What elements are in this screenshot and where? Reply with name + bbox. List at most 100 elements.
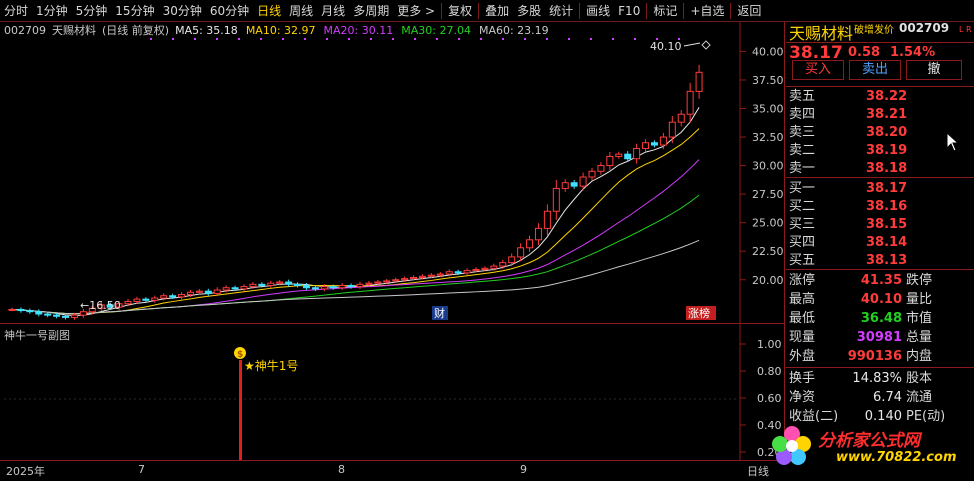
bid-row[interactable]: 买五 38.13 xyxy=(786,252,974,269)
candle-body xyxy=(62,315,70,318)
stat-value: 990136 xyxy=(847,349,902,364)
ask-label: 卖四 xyxy=(789,107,816,122)
flower-logo-icon xyxy=(772,426,811,465)
stat2-label2: 流通 xyxy=(906,390,933,405)
toolbar-separator xyxy=(646,2,648,19)
quote-tag: 破增发价 xyxy=(854,25,894,36)
bid-price: 38.17 xyxy=(866,181,908,196)
y-tick-label: 20.00 xyxy=(752,274,784,287)
sell-button[interactable]: 卖出 xyxy=(849,60,901,80)
toolbar-item-13[interactable]: 多股 xyxy=(517,3,542,18)
toolbar-item-9[interactable]: 多周期 xyxy=(353,3,390,18)
ma20-line xyxy=(11,159,700,315)
top-marker-dot xyxy=(656,38,658,40)
toolbar-item-0[interactable]: 分时 xyxy=(4,3,29,18)
candle-body xyxy=(276,281,284,284)
toolbar-item-17[interactable]: 标记 xyxy=(653,3,678,18)
y-tick-label: 37.50 xyxy=(752,74,784,87)
candle-body xyxy=(267,282,275,286)
candle-body xyxy=(356,283,364,288)
top-marker-dot xyxy=(678,38,680,40)
toolbar-item-15[interactable]: 画线 xyxy=(586,3,611,18)
toolbar-item-6[interactable]: 日线 xyxy=(257,3,282,18)
toolbar-item-5[interactable]: 60分钟 xyxy=(209,3,250,18)
toolbar-item-2[interactable]: 5分钟 xyxy=(75,3,108,18)
stat-value: 36.48 xyxy=(860,311,902,326)
top-marker-dot xyxy=(326,38,328,40)
candle-body xyxy=(178,294,186,298)
candle-body xyxy=(624,153,632,160)
stat-label2: 总量 xyxy=(906,330,933,345)
low-annotation: ←16.50 xyxy=(80,299,121,312)
candle-body xyxy=(329,286,337,289)
ask-label: 卖一 xyxy=(789,161,816,176)
last-price: 38.17 xyxy=(789,43,843,63)
ma30-line xyxy=(11,194,700,315)
toolbar-item-1[interactable]: 1分钟 xyxy=(36,3,68,18)
candle-body xyxy=(53,314,61,317)
stat-value: 40.10 xyxy=(860,292,902,307)
ask-row[interactable]: 卖五 38.22 xyxy=(786,88,974,105)
bid-row[interactable]: 买三 38.15 xyxy=(786,216,974,233)
toolbar-item-16[interactable]: F10 xyxy=(618,3,641,18)
bid-label: 买三 xyxy=(789,217,816,232)
high-annotation-arrow xyxy=(683,42,701,47)
toolbar-item-7[interactable]: 周线 xyxy=(289,3,314,18)
ask-price: 38.18 xyxy=(866,161,908,176)
stat-row: 现量 30981 总量 xyxy=(786,329,974,346)
bid-row[interactable]: 买二 38.16 xyxy=(786,198,974,215)
bid-row[interactable]: 买四 38.14 xyxy=(786,234,974,251)
top-marker-dot xyxy=(194,38,196,40)
toolbar-item-8[interactable]: 月线 xyxy=(321,3,346,18)
top-marker-dot xyxy=(348,38,350,40)
ma-legend: 002709 天赐材料 (日线 前复权) MA5: 35.18 MA10: 32.… xyxy=(4,24,549,38)
candle-body xyxy=(597,165,605,172)
candle-body xyxy=(142,298,150,301)
indicator-panel[interactable]: 1.00 0.80 0.60 0.40 0.20 $ ★神牛1号 神牛一号副图 xyxy=(0,323,785,461)
kline-chart[interactable]: 40.00 37.50 35.00 32.50 30.00 27.50 25.00 22.50… xyxy=(0,22,785,323)
top-marker-dot xyxy=(216,38,218,40)
toolbar-item-11[interactable]: 复权 xyxy=(448,3,473,18)
toolbar-item-14[interactable]: 统计 xyxy=(549,3,574,18)
ask-label: 卖三 xyxy=(789,125,816,140)
candle-body xyxy=(79,311,87,316)
stat2-label: 换手 xyxy=(789,371,816,386)
top-marker-dot xyxy=(436,38,438,40)
candle-body xyxy=(240,286,248,290)
candle-body xyxy=(490,265,498,269)
stat-label: 最高 xyxy=(789,292,816,307)
divider xyxy=(786,367,974,368)
toolbar-item-12[interactable]: 叠加 xyxy=(485,3,510,18)
cancel-order-button[interactable]: 撤 xyxy=(906,60,962,80)
candle-body xyxy=(481,267,489,270)
bid-price: 38.15 xyxy=(866,217,908,232)
top-marker-dot xyxy=(458,38,460,40)
buy-button[interactable]: 买入 xyxy=(792,60,844,80)
toolbar-item-3[interactable]: 15分钟 xyxy=(115,3,155,18)
toolbar-item-18[interactable]: +自选 xyxy=(690,3,725,18)
kline-panel[interactable]: 40.00 37.50 35.00 32.50 30.00 27.50 25.00 22.50… xyxy=(0,22,785,323)
ask-row[interactable]: 卖一 38.18 xyxy=(786,160,974,177)
top-marker-dot xyxy=(502,38,504,40)
ask-row[interactable]: 卖二 38.19 xyxy=(786,142,974,159)
stat2-label2: 股本 xyxy=(906,371,933,386)
top-marker-dot xyxy=(304,38,306,40)
indicator-chart[interactable]: 1.000.800.600.400.20$★神牛1号 xyxy=(0,324,785,461)
toolbar-item-4[interactable]: 30分钟 xyxy=(162,3,202,18)
candle-body xyxy=(285,281,293,285)
toolbar-item-10[interactable]: 更多 > xyxy=(397,3,436,18)
divider xyxy=(786,42,974,43)
candle-body xyxy=(70,314,78,318)
event-tag-limitup-label: 涨榜 xyxy=(688,306,710,320)
ask-row[interactable]: 卖三 38.20 xyxy=(786,124,974,141)
ask-row[interactable]: 卖四 38.21 xyxy=(786,106,974,123)
bid-row[interactable]: 买一 38.17 xyxy=(786,180,974,197)
ma-legend-item: MA20: 30.11 xyxy=(323,24,394,37)
candle-body xyxy=(615,153,623,157)
y-tick-label: 40.00 xyxy=(752,45,784,58)
candle-body xyxy=(195,290,203,293)
bid-label: 买二 xyxy=(789,199,816,214)
ma-legend-item: MA60: 23.19 xyxy=(478,24,549,37)
candle-body xyxy=(249,283,257,288)
toolbar-item-19[interactable]: 返回 xyxy=(737,3,762,18)
